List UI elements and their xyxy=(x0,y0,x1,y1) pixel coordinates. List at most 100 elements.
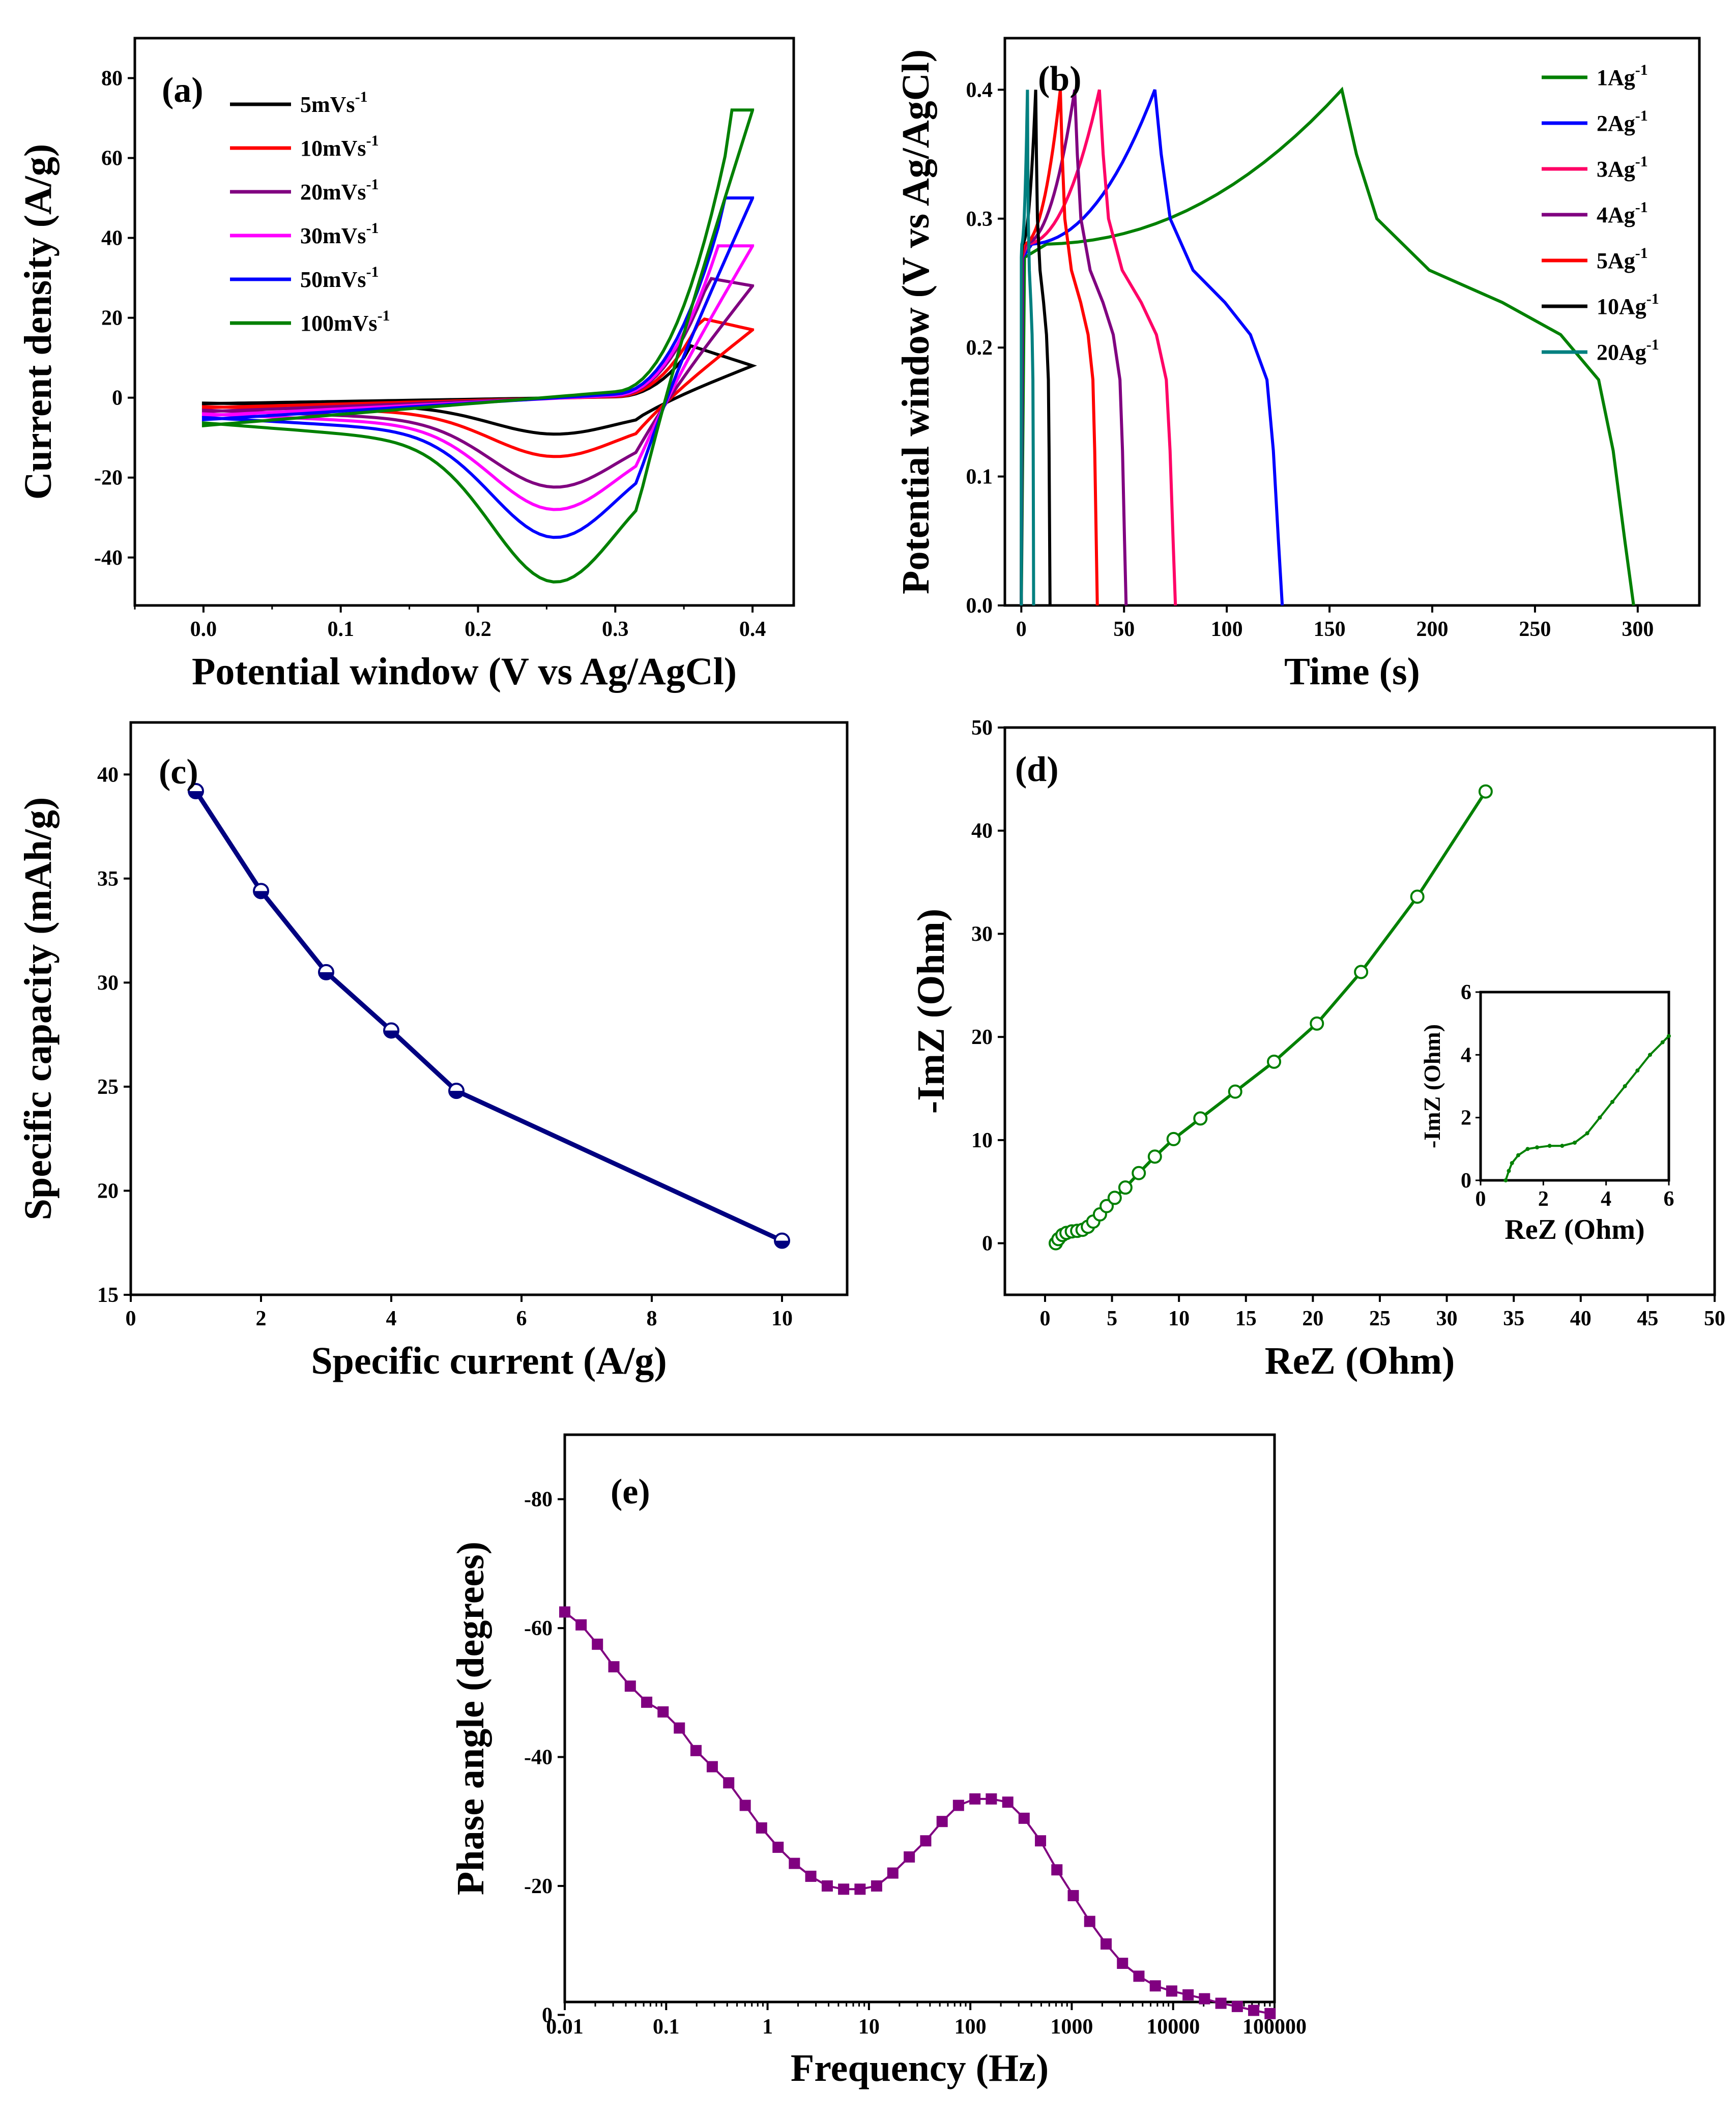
y-tick-label: 40 xyxy=(971,820,993,843)
panel-label-c: (c) xyxy=(159,752,198,792)
phase-point xyxy=(952,1799,964,1811)
capacity-point-fill xyxy=(319,972,333,979)
x-tick-label: 0.2 xyxy=(465,618,491,641)
legend-label: 50mVs-1 xyxy=(300,264,379,292)
gcd-curve-20Ag xyxy=(1020,90,1035,606)
x-tick-label: 0.1 xyxy=(327,618,354,641)
y-tick-label: 0.0 xyxy=(966,594,993,618)
nyquist-point xyxy=(1118,1180,1133,1195)
phase-point xyxy=(592,1638,603,1650)
y-tick-label: 0.3 xyxy=(966,208,993,231)
phase-point xyxy=(1264,2008,1276,2019)
nyquist-point xyxy=(1193,1111,1208,1126)
phase-point xyxy=(821,1880,833,1892)
y-axis-label: -ImZ (Ohm) xyxy=(910,909,952,1114)
inset-point xyxy=(1507,1169,1511,1173)
x-tick-label: 0.1 xyxy=(653,2015,680,2039)
x-axis-label: Frequency (Hz) xyxy=(791,2047,1049,2089)
x-tick-label: 100 xyxy=(1211,618,1243,641)
phase-point xyxy=(1182,1989,1194,2001)
x-tick-label: 200 xyxy=(1416,618,1449,641)
phase-point xyxy=(1215,1997,1227,2009)
y-tick-label: 0 xyxy=(112,387,123,410)
capacity-point-fill xyxy=(384,1030,398,1038)
x-tick-label: 150 xyxy=(1314,618,1346,641)
inset-point xyxy=(1635,1068,1640,1073)
inset-frame xyxy=(1479,991,1670,1182)
phase-point xyxy=(575,1619,587,1631)
nyquist-point xyxy=(1354,965,1369,979)
x-tick-label: 30 xyxy=(1436,1307,1458,1330)
phase-point xyxy=(657,1706,669,1718)
phase-point xyxy=(624,1680,636,1692)
x-tick-label: 8 xyxy=(647,1307,657,1330)
y-tick-label: 20 xyxy=(101,307,123,330)
y-tick-label: -20 xyxy=(94,467,123,490)
inset-point xyxy=(1623,1084,1627,1088)
x-tick-label: 40 xyxy=(1570,1307,1592,1330)
panel-label-a: (a) xyxy=(162,71,204,110)
x-tick-label: 1 xyxy=(762,2015,773,2039)
x-axis-label: Specific current (A/g) xyxy=(311,1340,667,1382)
legend-label: 10mVs-1 xyxy=(300,132,379,161)
phase-point xyxy=(1199,1993,1210,2005)
nyquist-point xyxy=(1228,1084,1242,1099)
x-axis-label: Time (s) xyxy=(1284,650,1420,693)
nyquist-point xyxy=(1147,1149,1162,1164)
phase-point xyxy=(723,1777,735,1789)
y-tick-label: -40 xyxy=(524,1746,553,1769)
legend-label: 20Ag-1 xyxy=(1597,336,1659,365)
phase-point xyxy=(887,1867,899,1879)
x-tick-label: 10 xyxy=(771,1307,793,1330)
y-tick-label: -60 xyxy=(524,1617,553,1640)
inset-point xyxy=(1525,1147,1530,1151)
x-tick-label: 20 xyxy=(1302,1307,1323,1330)
inset-x-tick-label: 6 xyxy=(1664,1187,1674,1211)
inset-point xyxy=(1516,1153,1520,1157)
plot-frame-c xyxy=(129,721,849,1296)
cv-curve-50mVs xyxy=(201,196,755,539)
y-tick-label: 50 xyxy=(971,716,993,740)
y-tick-label: 0 xyxy=(982,1232,993,1256)
inset-point xyxy=(1598,1115,1602,1120)
nyquist-point xyxy=(1478,784,1493,799)
inset-point xyxy=(1535,1145,1539,1150)
y-tick-label: 0.2 xyxy=(966,336,993,360)
x-tick-label: 0.3 xyxy=(602,618,629,641)
phase-point xyxy=(559,1606,570,1618)
legend-label: 4Ag-1 xyxy=(1597,199,1648,227)
inset-point xyxy=(1503,1178,1508,1182)
y-tick-label: 0.1 xyxy=(966,466,993,489)
phase-point xyxy=(674,1722,685,1734)
y-tick-label: 0.4 xyxy=(966,78,993,102)
y-tick-label: 20 xyxy=(971,1026,993,1049)
x-tick-label: 50 xyxy=(1704,1307,1725,1330)
y-axis-label: Phase angle (degrees) xyxy=(449,1542,492,1895)
phase-point xyxy=(854,1883,866,1895)
x-tick-label: 35 xyxy=(1503,1307,1524,1330)
x-tick-label: 50 xyxy=(1113,618,1135,641)
y-tick-label: 40 xyxy=(97,763,119,787)
nyquist-point xyxy=(1410,889,1425,904)
phase-point xyxy=(969,1793,981,1805)
phase-point xyxy=(1100,1938,1112,1950)
nyquist-point xyxy=(1267,1054,1282,1069)
inset-x-tick-label: 4 xyxy=(1601,1187,1611,1211)
nyquist-line xyxy=(1054,791,1487,1244)
x-tick-label: 45 xyxy=(1637,1307,1658,1330)
phase-point xyxy=(690,1745,702,1756)
y-tick-label: -80 xyxy=(524,1488,553,1512)
y-tick-label: 80 xyxy=(101,67,123,91)
phase-point xyxy=(1248,2005,1260,2016)
inset-point xyxy=(1560,1144,1565,1148)
plot-frame-a xyxy=(133,37,795,607)
capacity-point-fill xyxy=(254,891,268,898)
x-axis-label: ReZ (Ohm) xyxy=(1265,1340,1455,1382)
legend-label: 2Ag-1 xyxy=(1597,107,1648,136)
nyquist-point xyxy=(1132,1166,1146,1180)
phase-point xyxy=(641,1696,653,1708)
panel-label-d: (d) xyxy=(1015,750,1059,789)
gcd-curve-1Ag xyxy=(1020,86,1635,606)
x-tick-label: 6 xyxy=(516,1307,527,1330)
y-tick-label: 30 xyxy=(97,971,119,995)
